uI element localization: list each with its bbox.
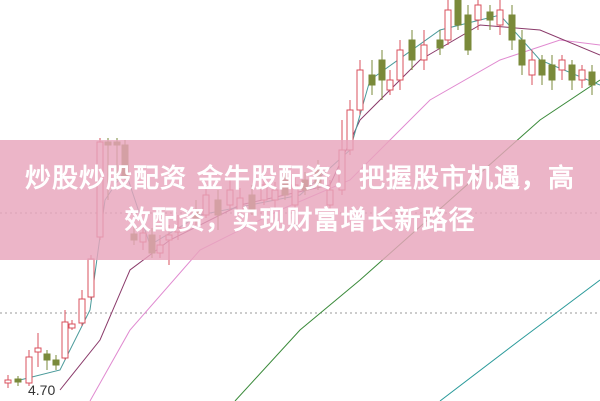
price-label: 4.70 bbox=[28, 382, 56, 398]
candle-body bbox=[368, 74, 376, 86]
article-title: 炒股炒股配资 金牛股配资：把握股市机遇，高效配资，实现财富增长新路径 bbox=[24, 164, 576, 236]
candle-up bbox=[61, 310, 69, 360]
candle-up bbox=[420, 30, 428, 70]
candle-body bbox=[496, 9, 504, 26]
candle-body bbox=[25, 356, 33, 384]
candle-body bbox=[43, 353, 51, 361]
candle-body bbox=[68, 323, 76, 329]
candle-up bbox=[68, 320, 76, 330]
candle-body bbox=[386, 79, 394, 91]
candle-down bbox=[588, 65, 596, 95]
candle-body bbox=[548, 64, 556, 81]
candle-body bbox=[420, 44, 428, 61]
candle-up bbox=[386, 70, 394, 95]
candle-up bbox=[87, 255, 95, 300]
candle-body bbox=[444, 9, 452, 41]
candle-down bbox=[378, 50, 386, 100]
candle-down bbox=[508, 5, 516, 50]
candle-body bbox=[528, 59, 536, 76]
candle-body bbox=[588, 71, 596, 86]
candle-up bbox=[558, 55, 566, 80]
candle-down bbox=[52, 355, 60, 370]
candle-body bbox=[396, 49, 404, 81]
candle-body bbox=[378, 59, 386, 81]
candle-down bbox=[486, 5, 494, 30]
candle-up bbox=[444, 0, 452, 45]
candle-down bbox=[14, 376, 22, 386]
candle-body bbox=[14, 378, 22, 383]
candle-up bbox=[496, 0, 504, 35]
candle-body bbox=[558, 59, 566, 71]
candle-down bbox=[408, 30, 416, 70]
candle-body bbox=[436, 39, 444, 49]
candle-up bbox=[34, 333, 42, 367]
candle-body bbox=[474, 4, 482, 21]
candle-body bbox=[538, 59, 546, 76]
candle-down bbox=[518, 30, 526, 75]
candle-up bbox=[25, 350, 33, 386]
candle-body bbox=[78, 298, 86, 324]
candle-down bbox=[368, 60, 376, 95]
candle-up bbox=[78, 290, 86, 326]
candle-up bbox=[528, 50, 536, 85]
candle-body bbox=[464, 14, 472, 51]
candle-up bbox=[578, 65, 586, 88]
candle-body bbox=[454, 0, 462, 26]
candle-up bbox=[4, 375, 12, 388]
candle-body bbox=[87, 258, 95, 298]
candle-up bbox=[474, 0, 482, 30]
candle-body bbox=[486, 11, 494, 21]
candle-body bbox=[568, 64, 576, 81]
title-banner: 炒股炒股配资 金牛股配资：把握股市机遇，高效配资，实现财富增长新路径 bbox=[0, 140, 600, 260]
candle-body bbox=[508, 14, 516, 41]
candle-up bbox=[396, 40, 404, 90]
candle-down bbox=[548, 55, 556, 90]
candle-down bbox=[43, 350, 51, 370]
candle-down bbox=[568, 60, 576, 90]
candle-body bbox=[34, 347, 42, 353]
candle-down bbox=[436, 30, 444, 55]
ma120-line bbox=[439, 279, 600, 401]
candle-up bbox=[356, 60, 364, 115]
candle-body bbox=[4, 379, 12, 384]
candle-body bbox=[408, 39, 416, 61]
candle-body bbox=[578, 69, 586, 81]
candle-body bbox=[356, 69, 364, 111]
candle-body bbox=[52, 359, 60, 366]
candle-down bbox=[454, 0, 462, 30]
candle-down bbox=[464, 5, 472, 55]
candle-down bbox=[538, 55, 546, 85]
candle-body bbox=[61, 321, 69, 359]
candle-body bbox=[518, 39, 526, 66]
